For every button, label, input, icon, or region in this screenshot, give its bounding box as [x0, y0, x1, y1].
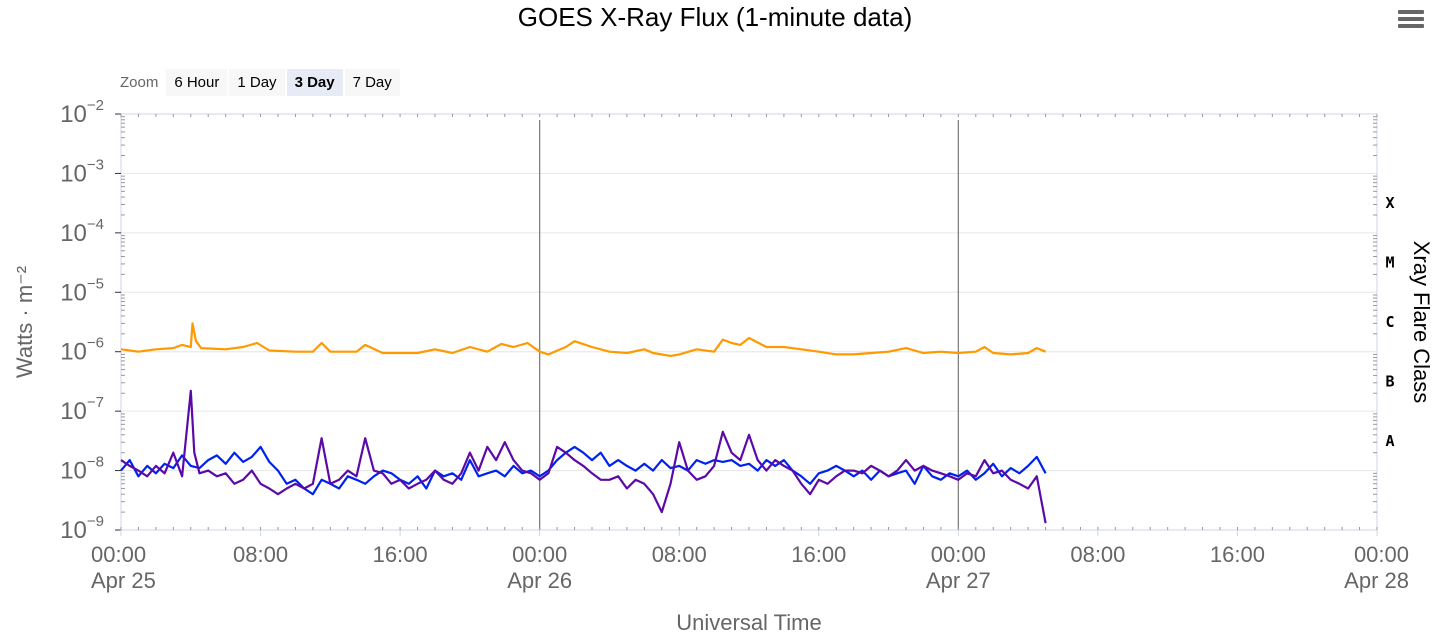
x-tick-time: 08:00	[233, 542, 288, 567]
y-tick-label: 10−8	[60, 454, 104, 485]
right-axis-title: Xray Flare Class	[1409, 241, 1434, 404]
hamburger-menu-icon[interactable]	[1398, 10, 1424, 34]
y-tick-base: 10	[60, 398, 87, 425]
y-tick-base: 10	[60, 279, 87, 306]
x-tick-time: 00:00	[931, 542, 986, 567]
flare-class-a-label: A	[1385, 432, 1394, 450]
y-tick-exponent: −9	[87, 513, 104, 530]
zoom-controls: Zoom 6 Hour 1 Day 3 Day 7 Day	[120, 67, 402, 97]
y-tick-exponent: −2	[87, 97, 104, 114]
y-tick-base: 10	[60, 458, 87, 485]
flare-class-b-label: B	[1385, 372, 1394, 390]
zoom-3-day-button[interactable]: 3 Day	[286, 68, 343, 96]
zoom-6-hour-button[interactable]: 6 Hour	[166, 68, 228, 96]
x-tick-date: Apr 28	[1344, 568, 1409, 593]
x-tick-time: 00:00	[512, 542, 567, 567]
y-tick-base: 10	[60, 101, 87, 128]
x-tick-time: 00:00	[1354, 542, 1409, 567]
x-tick-time: 08:00	[652, 542, 707, 567]
y-tick-label: 10−4	[60, 216, 104, 247]
x-tick-time: 00:00	[91, 542, 146, 567]
y-tick-label: 10−2	[60, 97, 104, 128]
plot-area	[120, 113, 1378, 531]
chart-title: GOES X-Ray Flux (1-minute data)	[517, 2, 913, 32]
y-tick-exponent: −4	[87, 216, 104, 233]
y-tick-exponent: −6	[87, 335, 104, 352]
y-tick-base: 10	[60, 339, 87, 366]
zoom-1-day-button[interactable]: 1 Day	[229, 68, 285, 96]
x-tick-time: 16:00	[373, 542, 428, 567]
series-line-1	[120, 322, 1047, 357]
y-tick-exponent: −8	[87, 454, 104, 471]
y-tick-base: 10	[60, 220, 87, 247]
y-tick-label: 10−7	[60, 394, 104, 425]
x-axis-title: Universal Time	[676, 610, 821, 635]
flare-class-x-label: X	[1385, 194, 1394, 212]
series-line-3	[120, 389, 1047, 524]
y-tick-label: 10−9	[60, 513, 104, 544]
y-tick-exponent: −7	[87, 394, 104, 411]
flare-class-c-label: C	[1385, 313, 1394, 331]
y-tick-exponent: −3	[87, 156, 104, 173]
x-tick-date: Apr 25	[91, 568, 156, 593]
x-tick-date: Apr 27	[926, 568, 991, 593]
x-tick-time: 08:00	[1070, 542, 1125, 567]
y-tick-label: 10−3	[60, 156, 104, 187]
x-tick-time: 16:00	[1210, 542, 1265, 567]
y-tick-label: 10−6	[60, 335, 104, 366]
x-tick-time: 16:00	[791, 542, 846, 567]
y-tick-base: 10	[60, 517, 87, 544]
y-tick-base: 10	[60, 160, 87, 187]
y-tick-exponent: −5	[87, 275, 104, 292]
y-tick-label: 10−5	[60, 275, 104, 306]
zoom-7-day-button[interactable]: 7 Day	[344, 68, 400, 96]
flare-class-m-label: M	[1385, 254, 1394, 272]
zoom-label: Zoom	[120, 73, 159, 91]
x-tick-date: Apr 26	[507, 568, 572, 593]
y-axis-title: Watts · m⁻²	[12, 266, 37, 378]
